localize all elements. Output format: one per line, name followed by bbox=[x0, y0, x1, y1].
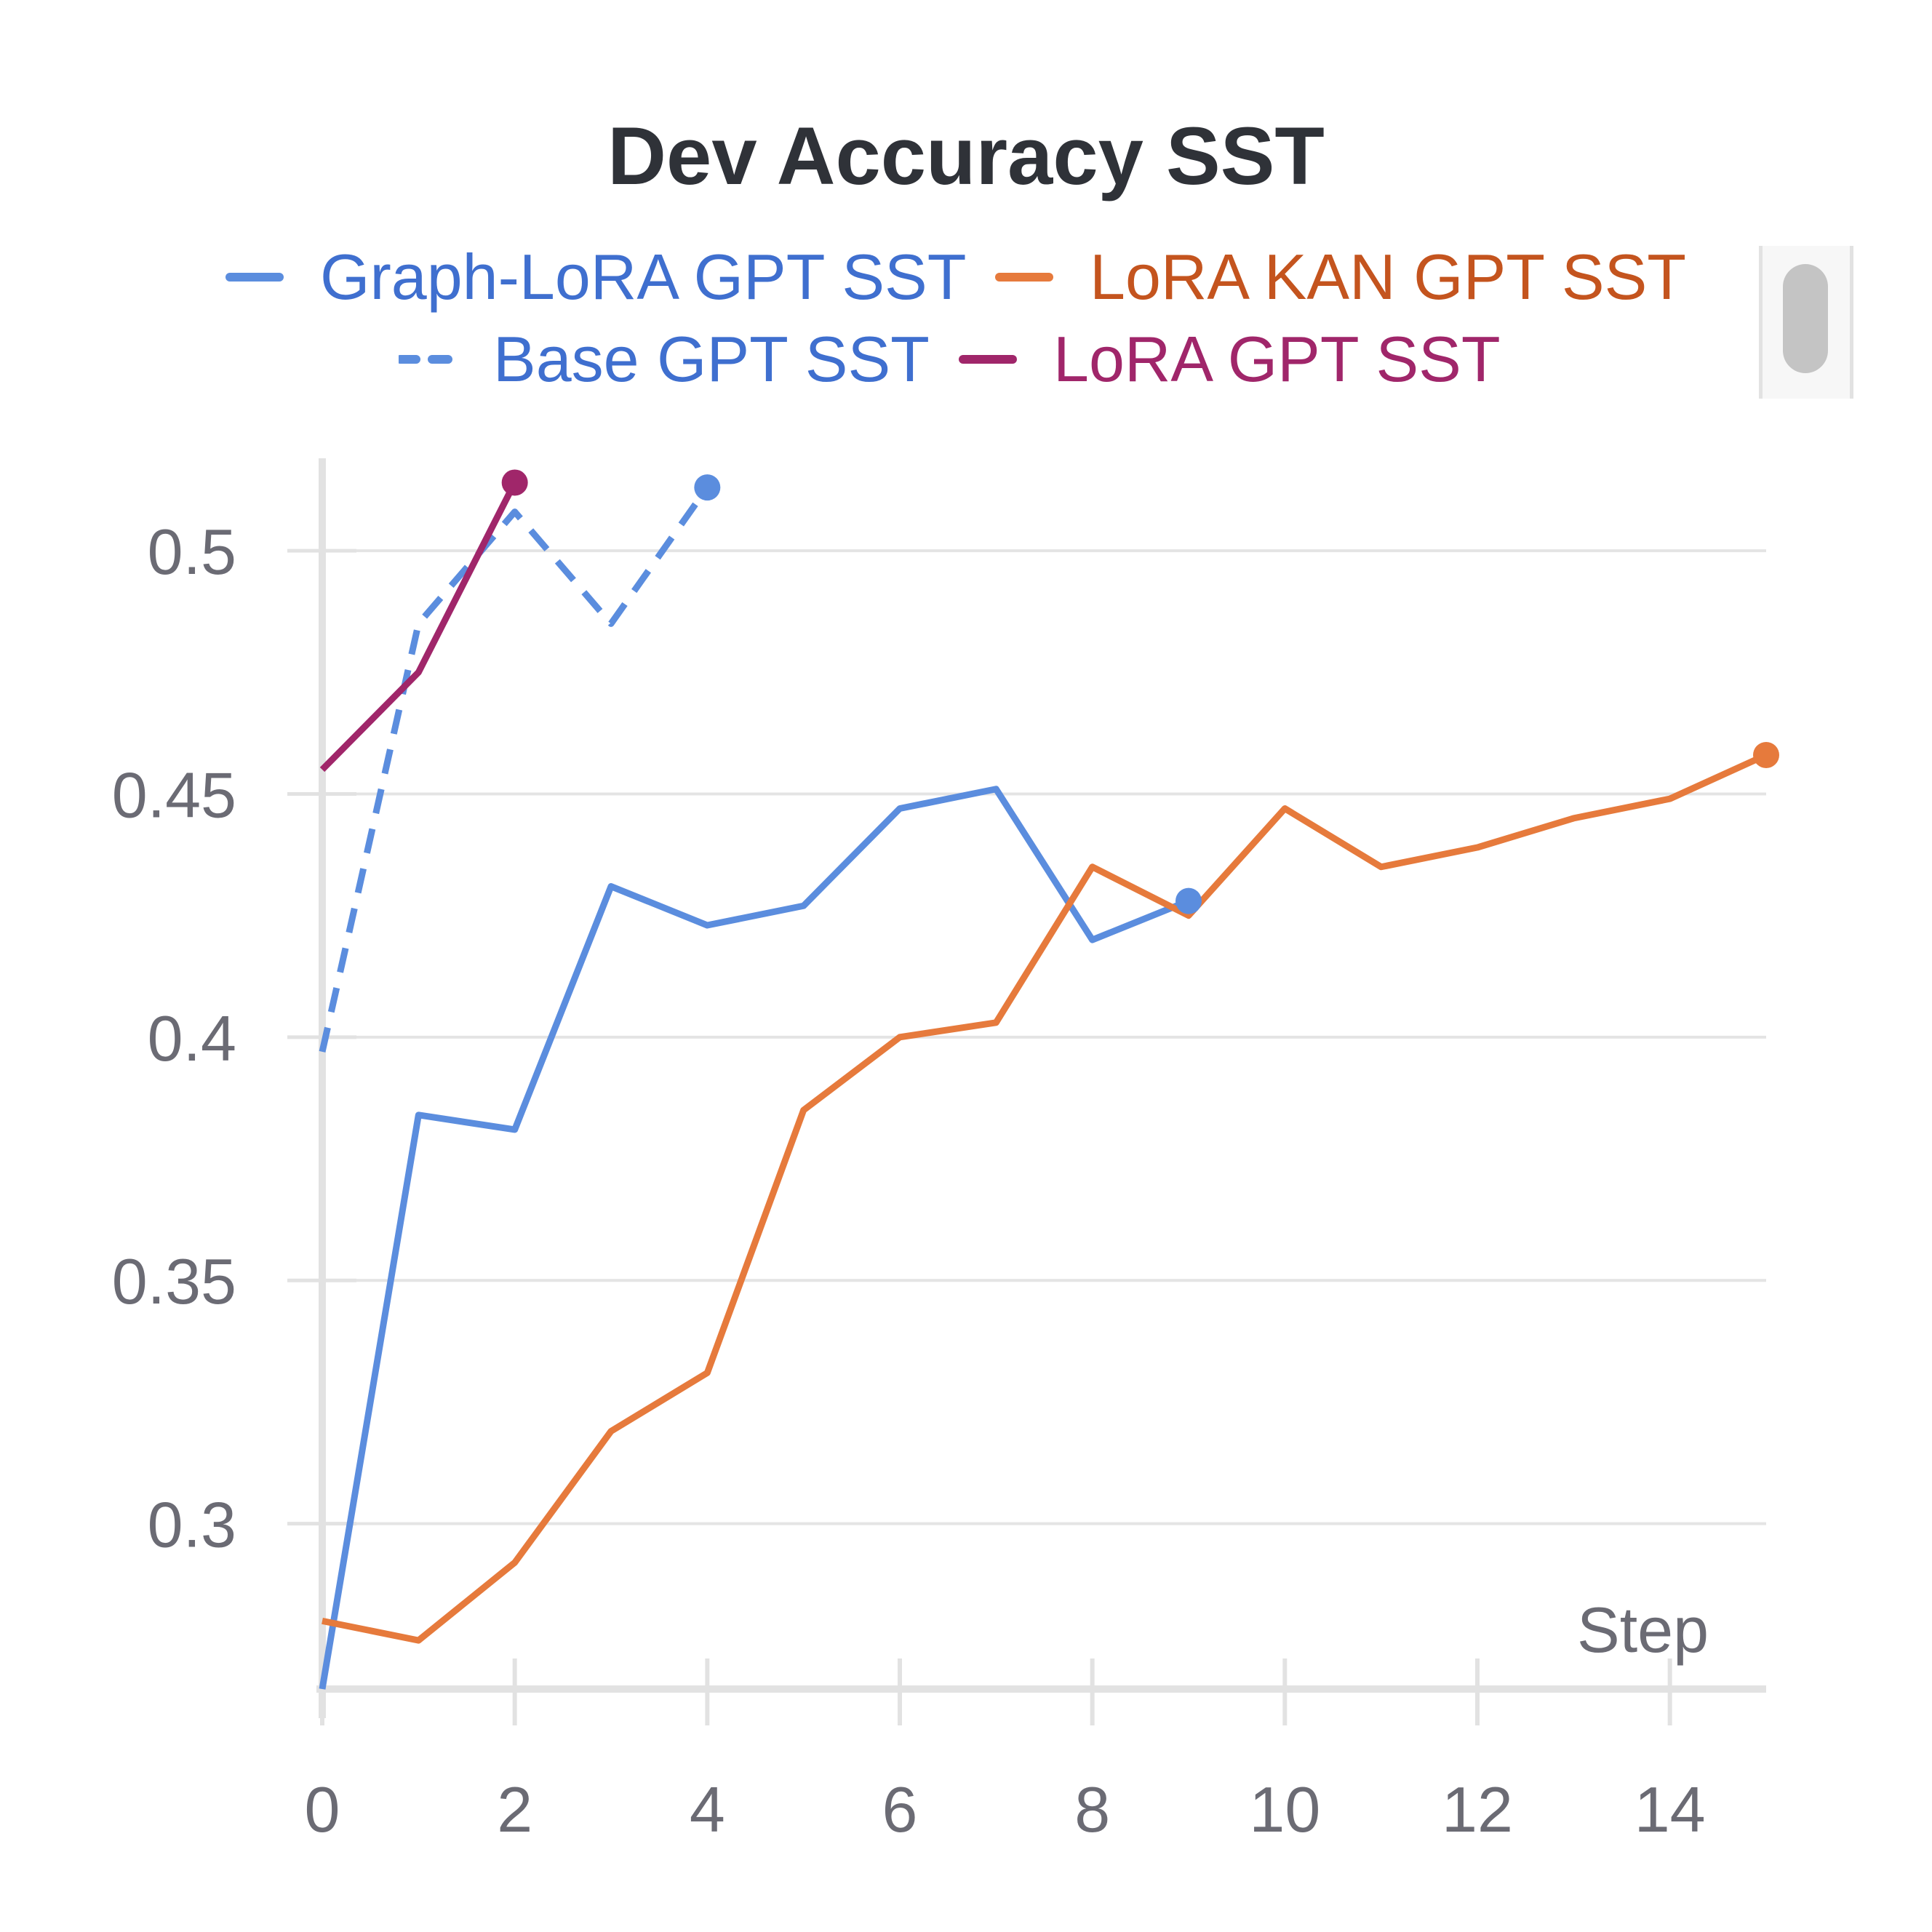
series-lines bbox=[319, 481, 1768, 1690]
grid-lines bbox=[322, 549, 1766, 1525]
series-end-marker-1 bbox=[1753, 741, 1779, 768]
y-tick-label-4: 0.5 bbox=[148, 516, 236, 588]
series-line-1 bbox=[322, 751, 1768, 1644]
series-end-marker-3 bbox=[501, 469, 528, 496]
legend-item-lora-kan[interactable]: LoRA KAN GPT SST bbox=[995, 240, 1686, 314]
x-tick-label-2: 4 bbox=[690, 1773, 725, 1845]
x-tick-label-4: 8 bbox=[1074, 1773, 1110, 1845]
y-tick-label-0: 0.3 bbox=[148, 1489, 236, 1561]
legend-swatch-base-gpt bbox=[399, 355, 457, 364]
x-tick-label-5: 10 bbox=[1249, 1773, 1320, 1845]
chart-title: Dev Accuracy SST bbox=[607, 111, 1325, 201]
y-tick-label-3: 0.45 bbox=[112, 759, 236, 831]
legend-label-graph-lora: Graph-LoRA GPT SST bbox=[320, 241, 967, 313]
legend-label-lora-kan: LoRA KAN GPT SST bbox=[1090, 241, 1687, 313]
x-axis-label: Step bbox=[1577, 1594, 1709, 1666]
series-end-marker-2 bbox=[694, 474, 721, 501]
y-tick-label-1: 0.35 bbox=[112, 1245, 236, 1317]
x-tick-label-3: 6 bbox=[882, 1773, 918, 1845]
x-tick-label-1: 2 bbox=[497, 1773, 532, 1845]
axes bbox=[287, 458, 1766, 1725]
series-end-marker-0 bbox=[1175, 887, 1202, 914]
legend-item-base-gpt[interactable]: Base GPT SST bbox=[399, 322, 930, 396]
legend-item-graph-lora[interactable]: Graph-LoRA GPT SST bbox=[225, 240, 967, 314]
series-line-2 bbox=[319, 485, 711, 1053]
series-end-markers bbox=[501, 469, 1779, 914]
legend-swatch-lora-kan bbox=[995, 273, 1053, 282]
x-tick-label-6: 12 bbox=[1442, 1773, 1513, 1845]
legend-label-lora-gpt: LoRA GPT SST bbox=[1053, 323, 1501, 395]
x-tick-label-0: 0 bbox=[305, 1773, 340, 1845]
legend-item-lora-gpt[interactable]: LoRA GPT SST bbox=[959, 322, 1501, 396]
series-line-3 bbox=[319, 481, 518, 773]
x-tick-label-7: 14 bbox=[1634, 1773, 1706, 1845]
legend-scrollbar[interactable] bbox=[1759, 246, 1853, 399]
y-tick-label-2: 0.4 bbox=[148, 1002, 236, 1074]
legend-row-1: Graph-LoRA GPT SST LoRA KAN GPT SST bbox=[0, 240, 1932, 320]
tick-labels: 0.3 0.35 0.4 0.45 0.5 0 2 4 6 8 10 12 14 bbox=[112, 516, 1706, 1845]
legend-swatch-lora-gpt bbox=[959, 355, 1017, 364]
legend-label-base-gpt: Base GPT SST bbox=[493, 323, 930, 395]
legend-swatch-graph-lora bbox=[225, 273, 284, 282]
series-line-0 bbox=[319, 786, 1190, 1690]
legend-scrollbar-thumb[interactable] bbox=[1783, 264, 1828, 373]
legend-row-2: Base GPT SST LoRA GPT SST bbox=[0, 322, 1932, 402]
